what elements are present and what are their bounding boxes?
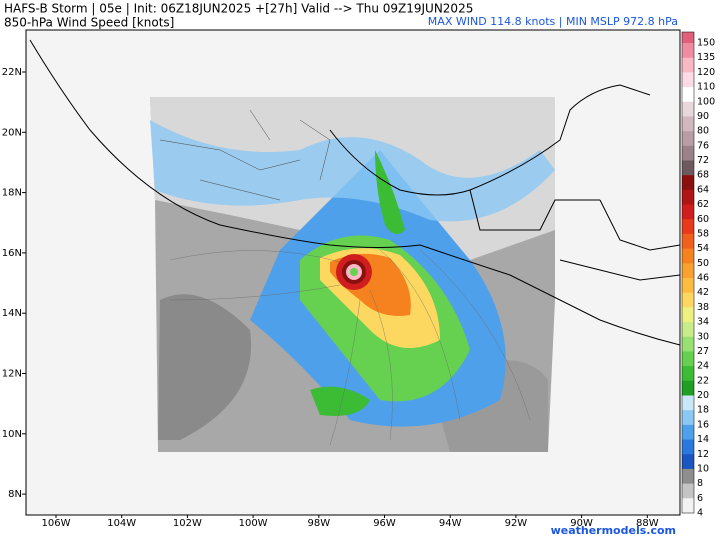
lat-label: 12N xyxy=(2,369,22,380)
colorbar-frame xyxy=(681,31,695,514)
colorbar-cell xyxy=(682,160,694,176)
lat-label: 10N xyxy=(2,429,22,440)
colorbar-label: 76 xyxy=(697,140,709,151)
colorbar-cell xyxy=(682,57,694,73)
lon-label: 94W xyxy=(439,518,462,529)
lat-label: 22N xyxy=(2,67,22,78)
colorbar-cell xyxy=(682,483,694,499)
colorbar-cell xyxy=(682,175,694,191)
colorbar-cell xyxy=(682,410,694,426)
lon-label: 88W xyxy=(636,518,659,529)
colorbar-label: 18 xyxy=(697,405,709,416)
colorbar-label: 42 xyxy=(697,287,709,298)
colorbar-label: 14 xyxy=(697,434,709,445)
colorbar-cell xyxy=(682,366,694,382)
colorbar-cell xyxy=(682,278,694,294)
colorbar-cell xyxy=(682,498,694,514)
colorbar-label: 27 xyxy=(697,346,709,357)
colorbar-cell xyxy=(682,424,694,441)
lon-label: 106W xyxy=(42,518,71,529)
colorbar-label: 10 xyxy=(697,463,709,474)
colorbar-label: 20 xyxy=(697,390,709,401)
colorbar-label: 150 xyxy=(697,38,715,49)
colorbar-label: 62 xyxy=(697,199,709,210)
watermark: weathermodels.com xyxy=(551,524,676,537)
lon-label: 96W xyxy=(373,518,396,529)
lat-label: 20N xyxy=(2,127,22,138)
colorbar-label: 4 xyxy=(697,508,703,519)
colorbar-cell xyxy=(682,131,694,147)
colorbar-label: 12 xyxy=(697,449,709,460)
colorbar-label: 38 xyxy=(697,302,709,313)
colorbar-cell xyxy=(682,307,694,323)
lon-label: 104W xyxy=(107,518,136,529)
colorbar-cell xyxy=(682,336,694,352)
colorbar-cell xyxy=(682,454,694,470)
lat-label: 16N xyxy=(2,248,22,259)
map-area xyxy=(25,29,681,516)
lon-label: 100W xyxy=(239,518,268,529)
colorbar-label: 80 xyxy=(697,126,709,137)
colorbar-cell xyxy=(682,189,694,206)
colorbar-cell xyxy=(682,439,694,455)
colorbar-label: 90 xyxy=(697,111,709,122)
colorbar-cell xyxy=(682,43,694,59)
colorbar-cell xyxy=(682,248,694,264)
colorbar-top xyxy=(682,32,694,43)
lon-label: 92W xyxy=(505,518,528,529)
colorbar-cell xyxy=(682,468,694,485)
colorbar-cell xyxy=(682,219,694,235)
lon-label: 102W xyxy=(173,518,202,529)
colorbar-cell xyxy=(682,116,694,132)
colorbar-label: 58 xyxy=(697,228,709,239)
colorbar-cell xyxy=(682,72,694,88)
lon-label: 90W xyxy=(570,518,593,529)
colorbar-cell xyxy=(682,395,694,411)
colorbar-cell xyxy=(682,292,694,308)
colorbar-label: 8 xyxy=(697,478,703,489)
colorbar-cell xyxy=(682,233,694,250)
lon-label: 98W xyxy=(307,518,330,529)
colorbar-cell xyxy=(682,351,694,367)
colorbar-cell xyxy=(682,263,694,279)
colorbar-label: 110 xyxy=(697,82,715,93)
colorbar-label: 50 xyxy=(697,258,709,269)
colorbar-cell xyxy=(682,380,694,396)
title: HAFS-B Storm | 05e | Init: 06Z18JUN2025 … xyxy=(4,2,473,16)
stats: MAX WIND 114.8 knots | MIN MSLP 972.8 hP… xyxy=(428,15,678,28)
colorbar-label: 16 xyxy=(697,419,709,430)
colorbar-label: 120 xyxy=(697,67,715,78)
colorbar-label: 54 xyxy=(697,243,709,254)
colorbar-label: 34 xyxy=(697,317,709,328)
colorbar-cell xyxy=(682,145,694,161)
colorbar-label: 46 xyxy=(697,273,709,284)
colorbar-cell xyxy=(682,101,694,117)
lat-label: 18N xyxy=(2,188,22,199)
lat-label: 8N xyxy=(8,489,22,500)
lat-label: 14N xyxy=(2,308,22,319)
colorbar-cell xyxy=(682,322,694,338)
colorbar-label: 100 xyxy=(697,96,715,107)
colorbar-label: 24 xyxy=(697,361,709,372)
subtitle: 850-hPa Wind Speed [knots] xyxy=(4,16,174,30)
colorbar-label: 135 xyxy=(697,52,715,63)
colorbar-label: 60 xyxy=(697,214,709,225)
colorbar-cell xyxy=(682,87,694,103)
colorbar-label: 64 xyxy=(697,184,709,195)
colorbar-label: 68 xyxy=(697,170,709,181)
colorbar-label: 22 xyxy=(697,375,709,386)
colorbar-cell xyxy=(682,204,694,220)
colorbar-label: 6 xyxy=(697,493,703,504)
colorbar-label: 30 xyxy=(697,331,709,342)
colorbar-label: 72 xyxy=(697,155,709,166)
